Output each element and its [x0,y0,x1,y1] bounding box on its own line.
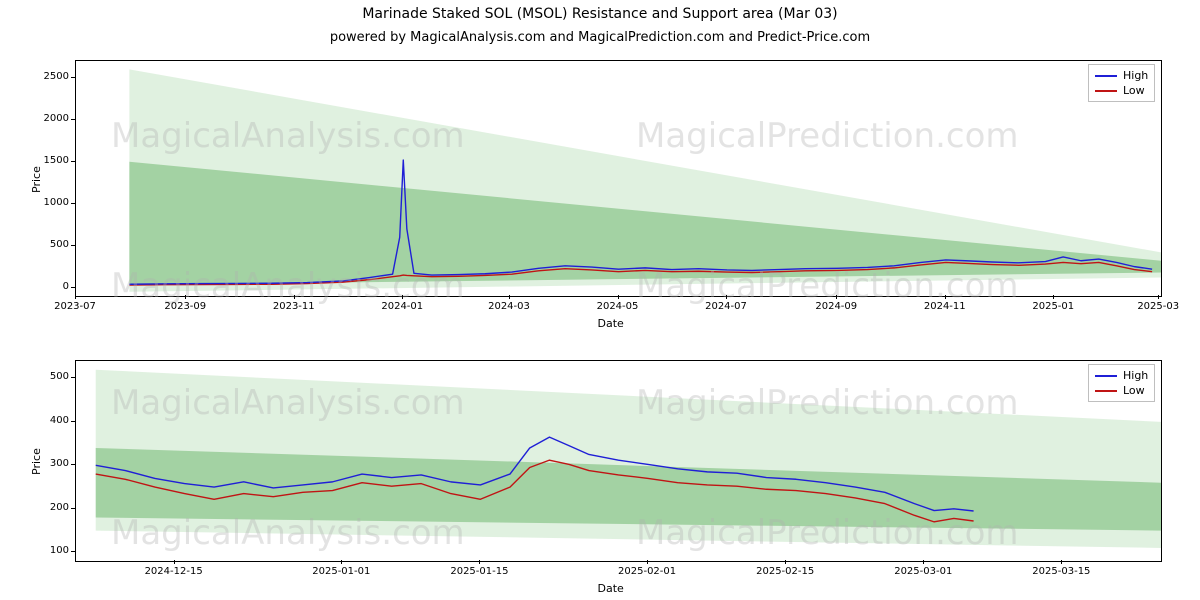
legend-item: Low [1095,84,1148,97]
legend-swatch [1095,390,1117,392]
x-tick-label: 2025-03-15 [1031,566,1091,577]
y-axis-label: Price [30,166,43,193]
y-tick [71,119,75,120]
x-tick-label: 2025-02-15 [755,566,815,577]
legend-label: High [1123,369,1148,382]
y-tick [71,508,75,509]
x-tick [945,295,946,299]
x-tick [402,295,403,299]
x-tick [647,560,648,564]
legend-swatch [1095,375,1117,377]
x-tick [174,560,175,564]
y-tick-label: 1500 [44,155,69,166]
x-tick-label: 2024-11 [915,301,975,312]
x-tick [923,560,924,564]
x-tick [294,295,295,299]
legend-label: Low [1123,84,1145,97]
x-tick-label: 2025-03-01 [893,566,953,577]
x-tick-label: 2024-03 [479,301,539,312]
x-tick [479,560,480,564]
x-tick-label: 2025-03 [1128,301,1188,312]
y-tick-label: 100 [50,545,69,556]
figure: Marinade Staked SOL (MSOL) Resistance an… [0,0,1200,600]
y-tick-label: 0 [63,281,69,292]
y-tick [71,377,75,378]
x-tick [785,560,786,564]
x-axis-label: Date [598,582,624,595]
y-tick [71,203,75,204]
x-tick-label: 2024-01 [372,301,432,312]
legend: High Low [1088,64,1155,102]
top-chart-svg [76,61,1161,296]
y-tick-label: 500 [50,371,69,382]
x-tick-label: 2025-01-15 [449,566,509,577]
legend: High Low [1088,364,1155,402]
legend-label: High [1123,69,1148,82]
top-chart: MagicalAnalysis.com MagicalPrediction.co… [75,60,1162,297]
legend-swatch [1095,90,1117,92]
x-tick [726,295,727,299]
x-tick-label: 2024-05 [588,301,648,312]
x-tick-label: 2023-09 [155,301,215,312]
y-tick-label: 2000 [44,113,69,124]
legend-swatch [1095,75,1117,77]
y-tick [71,77,75,78]
x-tick [509,295,510,299]
bottom-chart: MagicalAnalysis.com MagicalPrediction.co… [75,360,1162,562]
y-tick-label: 2500 [44,71,69,82]
legend-item: High [1095,69,1148,82]
y-axis-label: Price [30,448,43,475]
legend-item: Low [1095,384,1148,397]
chart-title: Marinade Staked SOL (MSOL) Resistance an… [0,6,1200,22]
x-tick [185,295,186,299]
x-tick-label: 2025-01-01 [311,566,371,577]
legend-item: High [1095,369,1148,382]
x-tick [618,295,619,299]
x-tick-label: 2023-11 [264,301,324,312]
x-tick [75,295,76,299]
x-tick-label: 2025-02-01 [617,566,677,577]
x-tick-label: 2024-07 [696,301,756,312]
chart-subtitle: powered by MagicalAnalysis.com and Magic… [0,30,1200,45]
y-tick-label: 200 [50,502,69,513]
x-tick [341,560,342,564]
x-tick-label: 2025-01 [1023,301,1083,312]
y-tick [71,287,75,288]
x-tick [1158,295,1159,299]
x-tick-label: 2023-07 [45,301,105,312]
y-tick-label: 500 [50,239,69,250]
y-tick-label: 400 [50,415,69,426]
x-tick-label: 2024-09 [806,301,866,312]
y-tick-label: 1000 [44,197,69,208]
y-tick [71,421,75,422]
x-tick [1061,560,1062,564]
x-tick-label: 2024-12-15 [144,566,204,577]
legend-label: Low [1123,384,1145,397]
bottom-chart-svg [76,361,1161,561]
y-tick [71,161,75,162]
y-tick [71,245,75,246]
y-tick-label: 300 [50,458,69,469]
y-tick [71,464,75,465]
y-tick [71,551,75,552]
x-axis-label: Date [598,317,624,330]
x-tick [836,295,837,299]
x-tick [1053,295,1054,299]
